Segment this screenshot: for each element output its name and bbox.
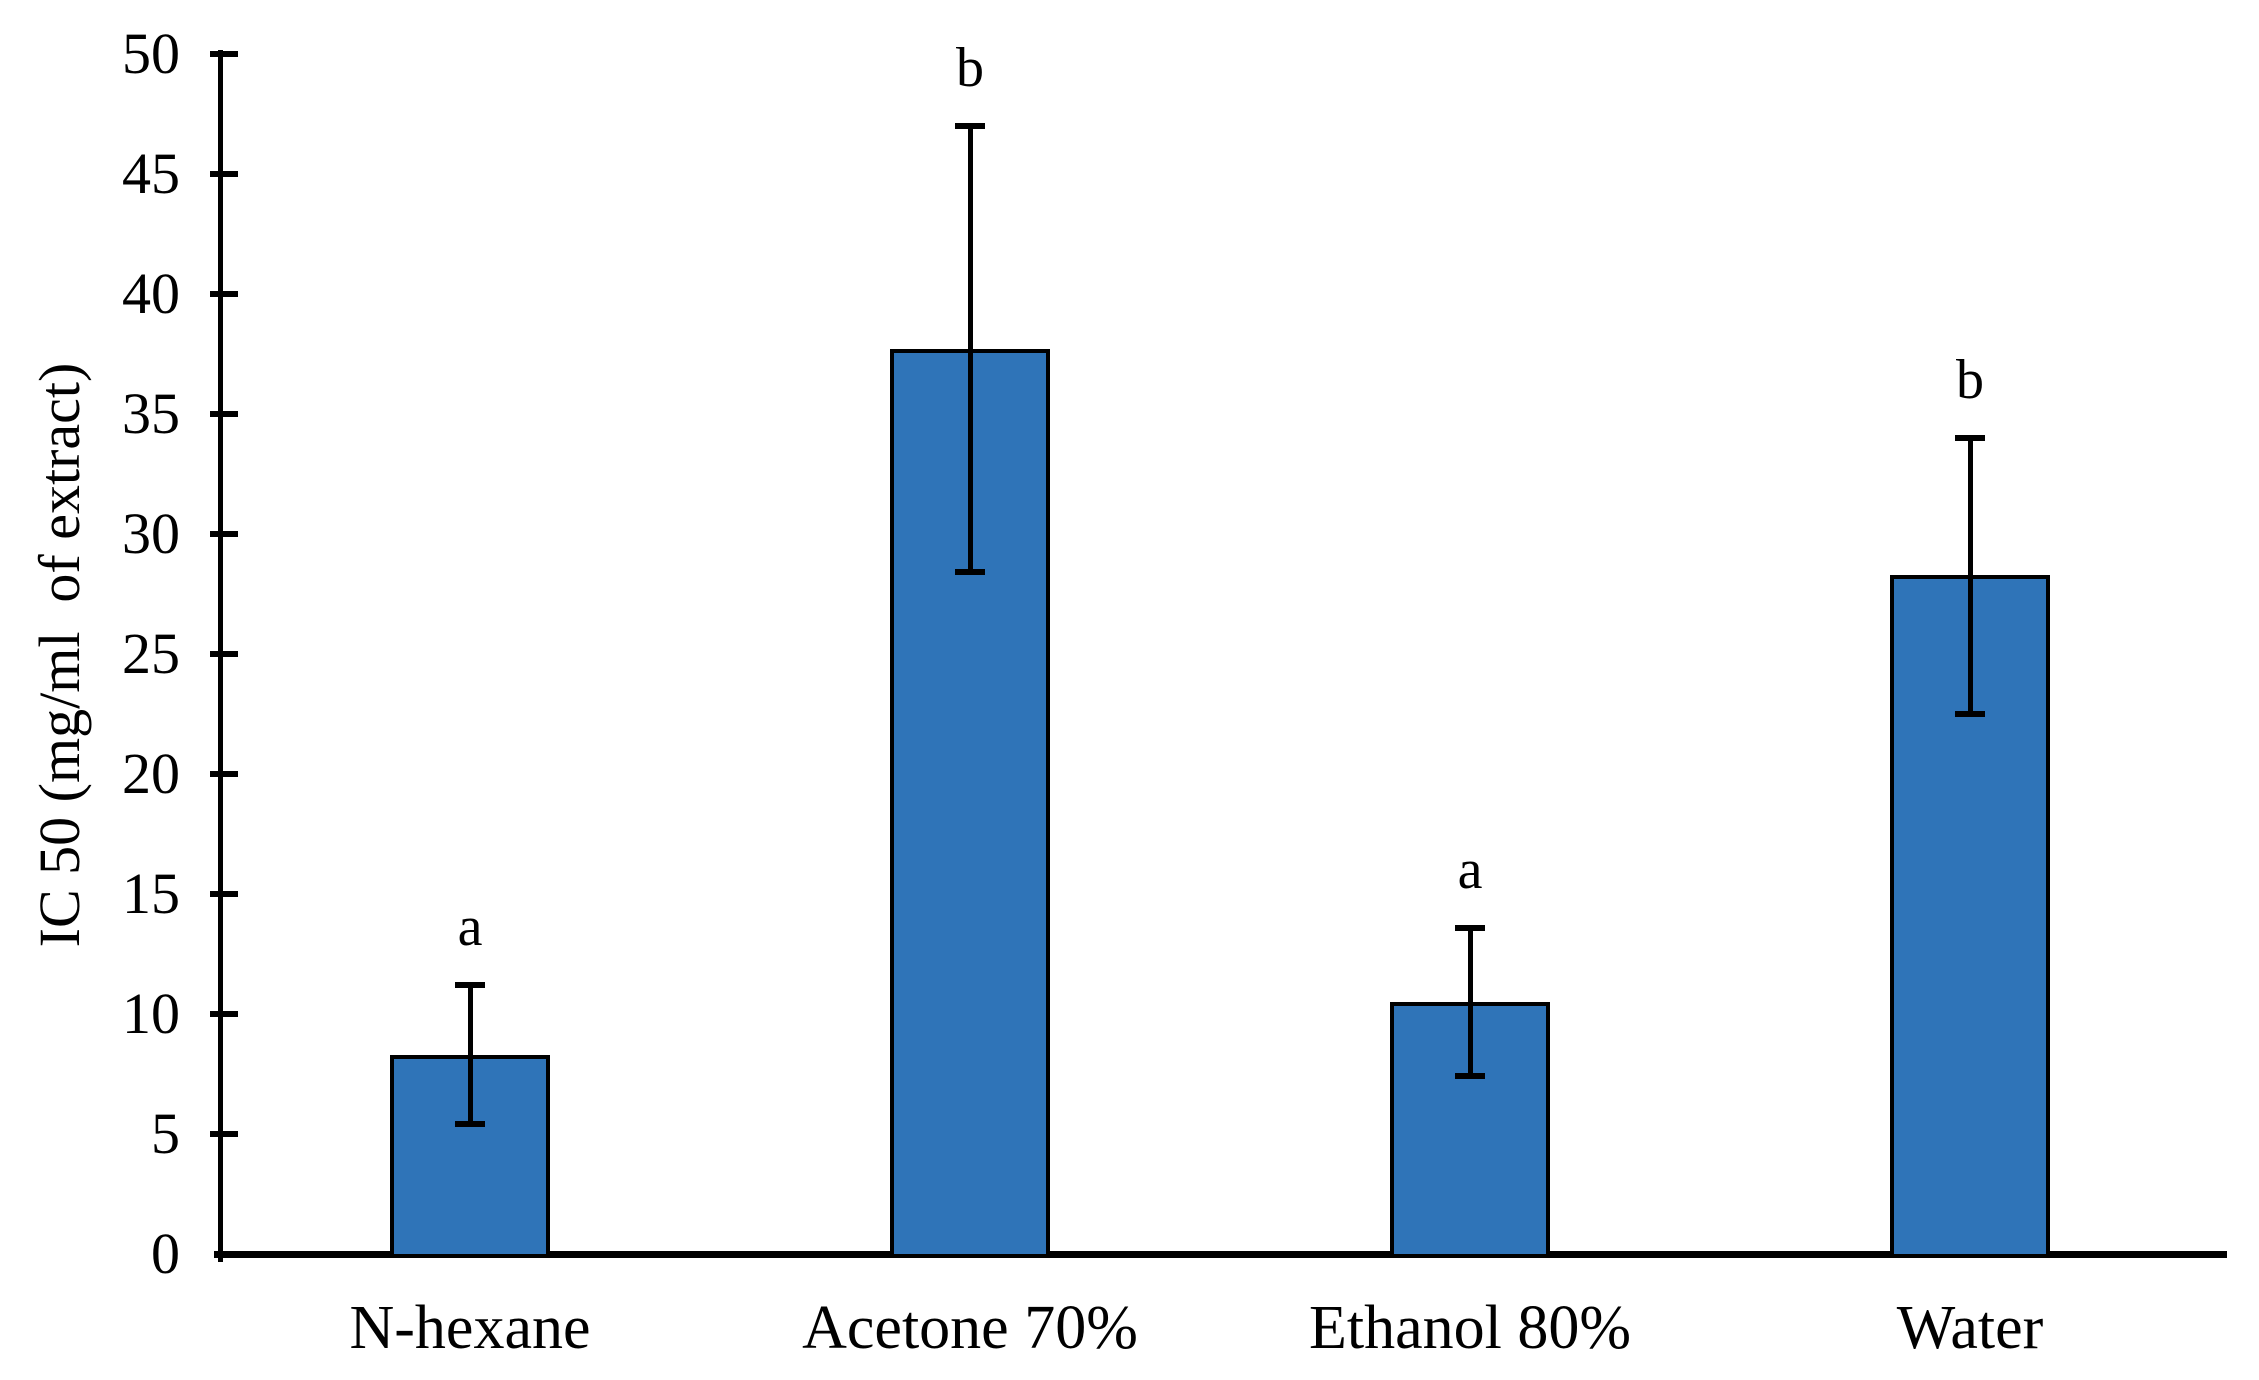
error-bar-cap-bottom xyxy=(1455,1073,1485,1080)
error-bar-cap-top xyxy=(455,982,485,989)
y-tick-mark xyxy=(210,1011,238,1017)
y-tick-label: 20 xyxy=(122,741,180,806)
y-tick-label: 35 xyxy=(122,381,180,446)
error-bar-line xyxy=(468,985,473,1125)
x-axis-category-label: N-hexane xyxy=(349,1294,591,1362)
y-tick-mark xyxy=(210,1131,238,1137)
y-tick-mark xyxy=(210,651,238,657)
significance-letter: a xyxy=(457,896,483,959)
y-tick-label: 45 xyxy=(122,141,180,206)
y-tick-label: 30 xyxy=(122,501,180,566)
error-bar-cap-bottom xyxy=(1955,711,1985,717)
error-bar-cap-top xyxy=(1455,924,1485,931)
y-tick-mark xyxy=(210,171,238,177)
error-bar-cap-bottom xyxy=(455,1121,485,1128)
y-tick-mark xyxy=(210,531,238,537)
error-bar-cap-top xyxy=(1955,435,1985,441)
error-bar-cap-top xyxy=(955,123,985,129)
y-tick-mark xyxy=(210,891,238,897)
x-axis-category-label: Water xyxy=(1896,1294,2044,1362)
y-tick-label: 40 xyxy=(122,261,180,326)
y-tick-label: 5 xyxy=(151,1101,180,1166)
x-axis-category-label: Acetone 70% xyxy=(802,1294,1138,1362)
y-tick-label: 25 xyxy=(122,621,180,686)
error-bar-line xyxy=(1468,927,1473,1077)
y-tick-mark xyxy=(210,51,238,57)
y-tick-mark xyxy=(210,411,238,417)
significance-letter: a xyxy=(1457,838,1483,901)
significance-letter: b xyxy=(956,37,984,99)
error-bar-cap-bottom xyxy=(955,569,985,576)
error-bar-line xyxy=(1968,438,1973,714)
y-tick-mark xyxy=(210,291,238,297)
y-tick-label: 0 xyxy=(151,1221,180,1286)
y-tick-mark xyxy=(210,771,238,777)
x-axis-line xyxy=(214,1251,2227,1258)
y-tick-label: 10 xyxy=(122,981,180,1046)
x-axis-category-label: Ethanol 80% xyxy=(1309,1294,1631,1362)
y-tick-label: 50 xyxy=(122,21,180,86)
error-bar-line xyxy=(968,126,973,573)
significance-letter: b xyxy=(1956,349,1984,411)
y-tick-label: 15 xyxy=(122,861,180,926)
